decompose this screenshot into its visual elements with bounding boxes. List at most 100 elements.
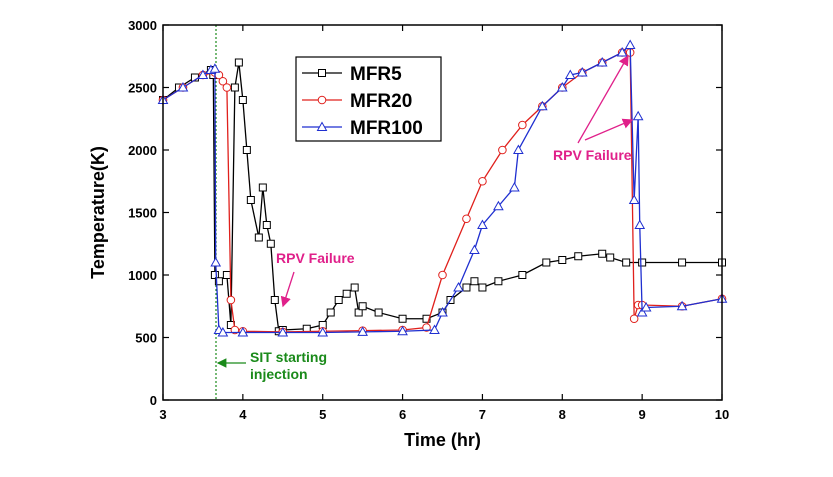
x-tick-label: 8 (559, 407, 566, 422)
point (262, 221, 271, 229)
point (596, 56, 608, 67)
point (634, 219, 646, 229)
point (318, 69, 326, 77)
x-tick-label: 9 (639, 407, 646, 422)
y-tick-label: 1000 (128, 268, 157, 283)
point (230, 83, 239, 92)
y-tick-label: 500 (135, 331, 157, 346)
point (317, 95, 327, 105)
y-tick-label: 2500 (128, 81, 157, 96)
annotation-arrow (584, 118, 634, 141)
annotation: RPV Failure (553, 147, 632, 163)
point (536, 100, 548, 111)
point (462, 214, 471, 224)
point (214, 277, 223, 286)
point (606, 253, 615, 262)
point (374, 308, 383, 317)
point (518, 120, 527, 130)
point (197, 69, 209, 79)
point (462, 283, 471, 292)
x-tick-label: 3 (159, 407, 166, 422)
x-tick-label: 7 (479, 407, 486, 422)
legend-label: MFR5 (350, 64, 402, 85)
point (397, 325, 408, 336)
point (624, 39, 636, 49)
point (453, 281, 464, 292)
annotation: injection (250, 366, 308, 382)
point (277, 326, 289, 337)
point (222, 271, 231, 279)
point (469, 244, 480, 254)
point (478, 176, 487, 186)
point (218, 76, 228, 86)
point (564, 69, 576, 79)
point (574, 252, 583, 261)
y-tick-label: 3000 (128, 18, 157, 33)
point (350, 283, 359, 292)
point (542, 258, 551, 267)
point (217, 326, 229, 337)
annotation: SIT starting (250, 349, 327, 365)
point (438, 270, 447, 280)
point (494, 277, 503, 286)
point (622, 258, 631, 267)
series-line (162, 43, 723, 334)
point (556, 81, 568, 92)
point (422, 314, 431, 323)
point (317, 326, 329, 337)
y-tick-label: 2000 (128, 143, 157, 158)
point (342, 289, 351, 298)
x-tick-label: 6 (399, 407, 406, 422)
point (238, 96, 247, 104)
series-line (162, 51, 723, 333)
series-markers (158, 48, 727, 337)
point (258, 183, 267, 192)
x-tick-label: 4 (239, 407, 247, 422)
x-tick-label: 10 (715, 407, 729, 422)
point (629, 314, 639, 324)
point (640, 301, 652, 312)
annotation-arrow (577, 54, 629, 144)
point (558, 256, 567, 264)
point (266, 239, 275, 248)
point (513, 144, 524, 154)
point (678, 258, 687, 267)
point (226, 295, 236, 305)
point (242, 146, 251, 154)
legend-label: MFR100 (350, 118, 423, 139)
point (518, 271, 527, 279)
point (437, 306, 448, 317)
point (358, 302, 367, 311)
point (246, 196, 255, 204)
point (509, 181, 520, 192)
series-markers (157, 39, 728, 337)
point (477, 219, 488, 229)
point (210, 256, 222, 267)
point (636, 306, 648, 317)
point (270, 296, 279, 304)
point (632, 110, 644, 121)
point (237, 326, 249, 337)
point (357, 326, 368, 336)
point (493, 200, 504, 211)
y-axis-label: Temperature(K) (88, 146, 108, 279)
point (576, 66, 588, 77)
point (429, 324, 440, 334)
point (254, 233, 263, 242)
point (628, 194, 640, 204)
series-markers (159, 58, 726, 336)
point (478, 283, 487, 292)
plot-frame (162, 24, 723, 401)
point (598, 249, 607, 258)
annotation: RPV Failure (276, 250, 355, 266)
point (222, 83, 232, 92)
annotation-arrow (280, 271, 295, 308)
point (676, 300, 688, 311)
point (177, 81, 189, 92)
point (209, 63, 221, 73)
point (638, 258, 647, 267)
x-axis-label: Time (hr) (404, 430, 481, 450)
point (234, 58, 243, 67)
point (422, 323, 431, 332)
